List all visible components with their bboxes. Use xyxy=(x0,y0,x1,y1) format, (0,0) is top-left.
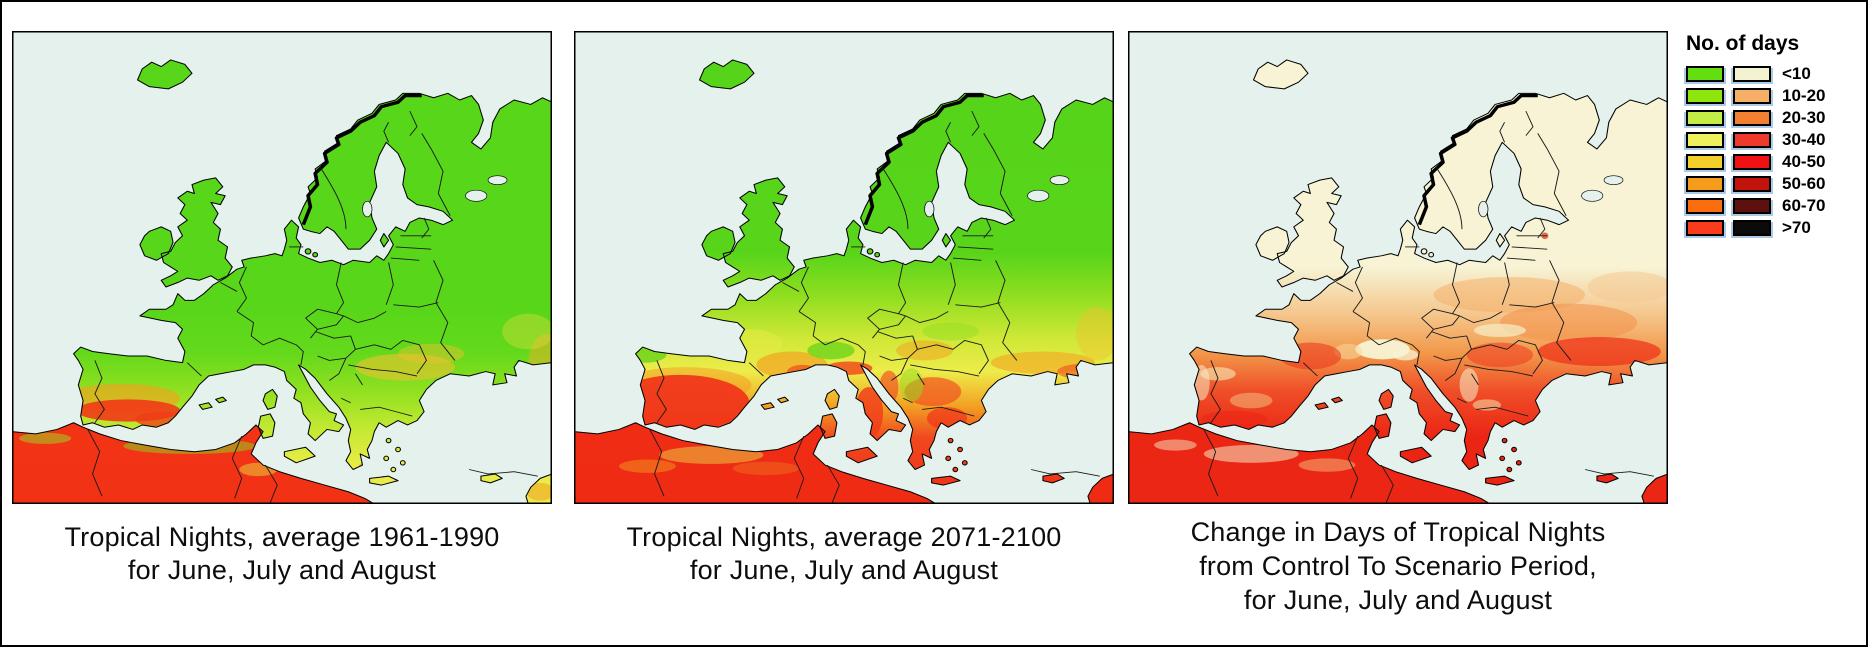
legend-row: 60-70 xyxy=(1686,196,1864,215)
legend-swatch-absolute xyxy=(1686,220,1724,236)
legend-bin-label: 60-70 xyxy=(1782,196,1826,215)
legend-bin-label: 50-60 xyxy=(1782,174,1826,193)
legend-bin-label: 20-30 xyxy=(1782,108,1826,127)
legend-swatch-absolute xyxy=(1686,88,1724,104)
legend-swatch-absolute xyxy=(1686,66,1724,82)
caption-line: Tropical Nights, average 1961-1990 xyxy=(64,522,500,552)
caption-line: Change in Days of Tropical Nights xyxy=(1190,517,1606,547)
legend-swatch-change xyxy=(1733,176,1771,192)
legend-swatch-absolute xyxy=(1686,132,1724,148)
legend-row: 40-50 xyxy=(1686,152,1864,171)
legend-row: 50-60 xyxy=(1686,174,1864,193)
legend-row: 30-40 xyxy=(1686,130,1864,149)
caption-line: for June, July and August xyxy=(1243,585,1553,615)
legend-bin-label: 30-40 xyxy=(1782,130,1826,149)
legend-swatch-change xyxy=(1733,88,1771,104)
legend-bin-label: 10-20 xyxy=(1782,86,1826,105)
legend-swatch-change xyxy=(1733,154,1771,170)
legend-row: 10-20 xyxy=(1686,86,1864,105)
legend-swatch-change xyxy=(1733,110,1771,126)
legend: No. of days <10 10-20 20-30 30-40 40-50 xyxy=(1686,32,1864,242)
legend-bin-label: <10 xyxy=(1782,64,1811,83)
map-caption-change: Change in Days of Tropical Nights from C… xyxy=(1128,515,1668,617)
legend-row: 20-30 xyxy=(1686,108,1864,127)
map-panel-control: Tropical Nights, average 1961-1990 for J… xyxy=(12,31,552,587)
caption-line: from Control To Scenario Period, xyxy=(1199,551,1597,581)
map-europe-change xyxy=(1128,31,1668,504)
map-panel-scenario: Tropical Nights, average 2071-2100 for J… xyxy=(574,31,1114,587)
legend-swatch-absolute xyxy=(1686,110,1724,126)
legend-row: >70 xyxy=(1686,218,1864,237)
map-frame xyxy=(574,31,1114,504)
map-panel-change: Change in Days of Tropical Nights from C… xyxy=(1128,31,1668,617)
map-europe-2071-2100 xyxy=(574,31,1114,504)
legend-row: <10 xyxy=(1686,64,1864,83)
legend-swatch-absolute xyxy=(1686,176,1724,192)
legend-title: No. of days xyxy=(1686,32,1800,55)
legend-swatch-absolute xyxy=(1686,198,1724,214)
legend-bin-label: >70 xyxy=(1782,218,1811,237)
map-frame xyxy=(1128,31,1668,504)
legend-swatch-change xyxy=(1733,198,1771,214)
legend-swatch-absolute xyxy=(1686,154,1724,170)
legend-swatch-change xyxy=(1733,220,1771,236)
caption-line: for June, July and August xyxy=(127,555,437,585)
legend-swatch-change xyxy=(1733,132,1771,148)
map-caption-scenario: Tropical Nights, average 2071-2100 for J… xyxy=(574,521,1114,587)
caption-line: for June, July and August xyxy=(689,555,999,585)
map-europe-1961-1990 xyxy=(12,31,552,504)
map-caption-control: Tropical Nights, average 1961-1990 for J… xyxy=(12,521,552,587)
legend-bin-label: 40-50 xyxy=(1782,152,1826,171)
caption-line: Tropical Nights, average 2071-2100 xyxy=(626,522,1062,552)
legend-swatch-change xyxy=(1733,66,1771,82)
map-frame xyxy=(12,31,552,504)
